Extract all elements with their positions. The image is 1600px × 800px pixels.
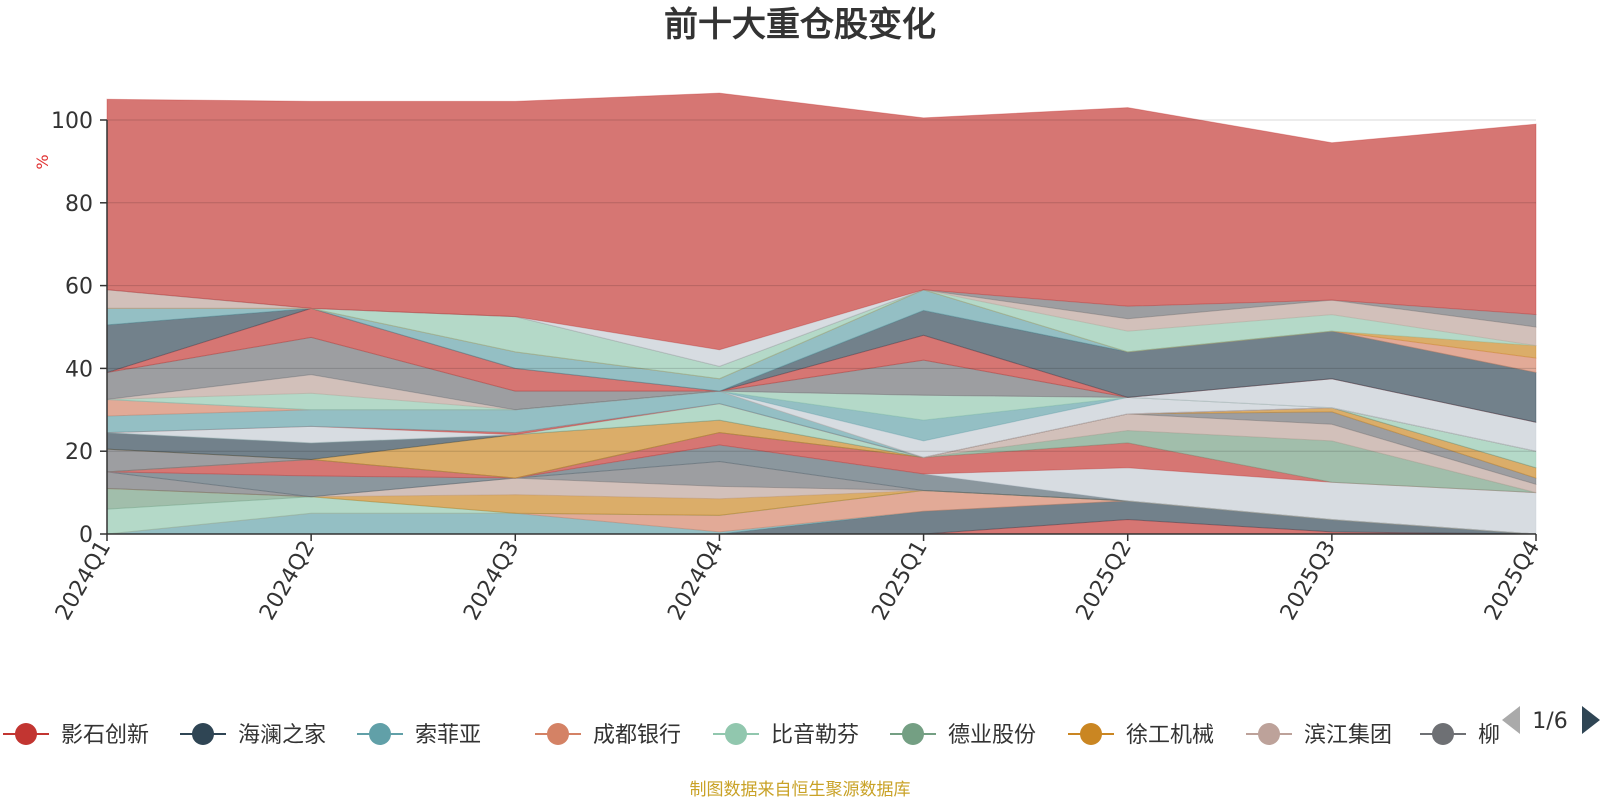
y-tick-label-80: 80 [65,192,93,217]
legend-dot-icon [369,723,391,745]
y-axis-unit-label: % [33,154,52,169]
x-tick-label-2024Q1: 2024Q1 [51,537,116,625]
x-tick-label-2025Q2: 2025Q2 [1072,537,1137,625]
legend-pager: 1/6 [1502,706,1600,734]
area-series-32 [107,289,1537,380]
legend-item-8[interactable]: 滨江集团 [1246,723,1392,748]
legend-item-4[interactable]: 成都银行 [535,723,681,748]
legend-item-9[interactable]: 柳 [1420,723,1500,748]
y-tick-label-60: 60 [65,275,93,300]
legend-dot-icon [902,723,924,745]
gridlines [107,119,1536,452]
legend-page-indicator: 1/6 [1532,709,1567,734]
legend-dot-icon [1432,723,1454,745]
legend-item-2[interactable]: 海澜之家 [180,723,326,748]
legend-item-5[interactable]: 比音勒芬 [713,723,859,748]
chart-title: 前十大重仓股变化 [664,5,936,45]
legend-item-6[interactable]: 德业股份 [890,723,1036,748]
x-tick-label-2024Q4: 2024Q4 [663,537,728,625]
legend-label: 成都银行 [593,723,681,748]
legend-item-7[interactable]: 徐工机械 [1068,723,1214,748]
x-tick-labels: 2024Q1 2024Q2 2024Q3 2024Q4 2025Q1 2025Q2 2025… [51,537,1545,625]
x-tick-label-2024Q3: 2024Q3 [459,537,524,625]
legend-dot-icon [192,723,214,745]
y-tick-labels: 0 20 40 60 80 100 [51,109,93,548]
legend-label: 海澜之家 [238,723,326,748]
area-series-33 [107,289,1537,380]
legend-dot-icon [15,723,37,745]
axes [100,119,1537,541]
area-series-group [106,92,1537,535]
legend-label: 徐工机械 [1126,723,1214,748]
legend-label: 影石创新 [61,723,149,748]
y-tick-label-0: 0 [79,523,93,548]
x-tick-label-2024Q2: 2024Q2 [255,537,320,625]
x-tick-label-2025Q3: 2025Q3 [1276,537,1341,625]
legend-item-1[interactable]: 影石创新 [3,723,149,748]
y-tick-label-100: 100 [51,109,93,134]
legend-next-page-icon[interactable] [1582,706,1600,734]
y-tick-label-20: 20 [65,440,93,465]
legend: 影石创新 海澜之家 索菲亚 成都银行 比音勒芬 德业股份 徐工机械 滨江集团 柳 [3,723,1500,748]
legend-label: 滨江集团 [1304,723,1392,748]
legend-label: 柳 [1478,723,1500,748]
legend-prev-page-icon[interactable] [1502,706,1520,734]
legend-label: 索菲亚 [415,723,481,748]
legend-dot-icon [725,723,747,745]
legend-label: 德业股份 [948,723,1036,748]
area-series-38 [106,92,1537,351]
legend-label: 比音勒芬 [771,723,859,748]
legend-dot-icon [1080,723,1102,745]
legend-dot-icon [547,723,569,745]
x-tick-label-2025Q4: 2025Q4 [1480,537,1545,625]
y-tick-label-40: 40 [65,357,93,382]
x-tick-label-2025Q1: 2025Q1 [867,537,932,625]
legend-dot-icon [1258,723,1280,745]
legend-item-3[interactable]: 索菲亚 [357,723,481,748]
source-note: 制图数据来自恒生聚源数据库 [690,780,911,800]
